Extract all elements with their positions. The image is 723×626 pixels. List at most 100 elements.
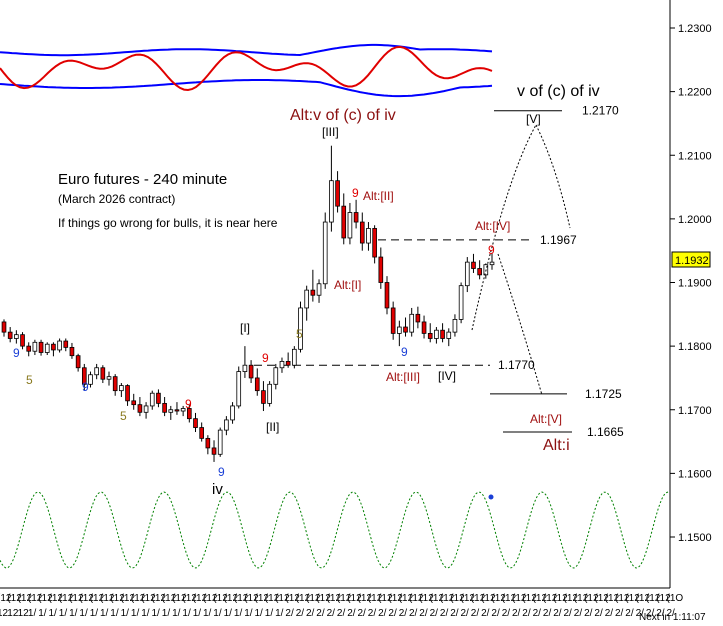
candle: [137, 397, 143, 417]
x-tick-label: (12: [419, 593, 434, 604]
x-tick-label: (12: [49, 593, 64, 604]
x-tick-label: (12: [584, 593, 599, 604]
projection-paths: [471, 124, 571, 396]
candle-body: [242, 364, 248, 372]
x-tick-label: (12: [110, 593, 125, 604]
count-label-blue: 9: [218, 465, 225, 479]
candle: [187, 404, 192, 423]
x-tick-label: (12: [296, 593, 311, 604]
candle: [88, 371, 93, 388]
candle: [397, 320, 402, 347]
candle-body: [131, 400, 137, 406]
x-tick-label: 12: [0, 608, 9, 619]
candle-body: [471, 261, 476, 269]
candle: [254, 368, 260, 396]
price-level-label: 1.2170: [582, 104, 619, 118]
candle-body: [69, 346, 75, 357]
candle-body: [285, 360, 291, 366]
count-label-blue: 9: [13, 346, 20, 360]
price-level-label: 1.1725: [585, 387, 622, 401]
x-tick-label: (12: [255, 593, 270, 604]
x-tick-label: 2/: [512, 608, 521, 619]
candle-body: [316, 283, 322, 296]
x-tick-label: 1/: [90, 608, 99, 619]
wave-label-iv-small: iv: [212, 481, 223, 498]
candle-body: [100, 367, 106, 380]
candle: [112, 374, 118, 396]
x-tick-label: 1/: [141, 608, 150, 619]
candle-body: [421, 321, 427, 334]
x-tick-label: 2/: [656, 608, 665, 619]
count-label-olive: 5: [26, 373, 33, 387]
x-tick-label: (12: [141, 593, 156, 604]
x-tick-label: (12: [28, 593, 43, 604]
x-tick-label: (12: [491, 593, 506, 604]
x-tick-label: 1/: [110, 608, 119, 619]
x-axis: (1212(1212(1212(121/(121/(121/(121/(121/…: [0, 593, 683, 619]
x-tick-label: 2/: [605, 608, 614, 619]
x-tick-label: 2/: [316, 608, 325, 619]
x-tick-label: (12: [121, 593, 136, 604]
x-tick-label: (12: [594, 593, 609, 604]
current-price-box: [671, 251, 711, 268]
candle-body: [248, 364, 254, 379]
x-tick-label: 1/: [172, 608, 181, 619]
candle-body: [397, 326, 402, 334]
candle-body: [427, 332, 433, 339]
candle-body: [366, 228, 371, 244]
x-tick-label: 12: [7, 608, 19, 619]
x-tick-label: (12: [100, 593, 115, 604]
candle: [14, 330, 19, 344]
candle: [384, 276, 390, 315]
candle-body: [224, 419, 229, 431]
x-tick-label: (12: [224, 593, 239, 604]
candle-body: [51, 343, 56, 351]
candle: [1, 319, 7, 337]
x-tick-label: 2/: [636, 608, 645, 619]
candle: [335, 171, 340, 213]
candles: [1, 145, 495, 462]
x-tick-label: (12: [69, 593, 84, 604]
candle-body: [390, 307, 396, 334]
candle: [458, 282, 464, 324]
x-tick-label: 1/: [38, 608, 47, 619]
x-tick-label: (12: [90, 593, 105, 604]
x-tick-label: (12: [285, 593, 300, 604]
candle-body: [44, 343, 50, 353]
x-tick-label: 1/: [224, 608, 233, 619]
x-tick-label: 2/: [533, 608, 542, 619]
candle-body: [434, 329, 439, 339]
x-tick-label: 2/: [409, 608, 418, 619]
x-tick-label: 2/: [471, 608, 480, 619]
candle-body: [180, 408, 186, 412]
candle: [446, 328, 452, 347]
x-tick-label: 2/: [461, 608, 470, 619]
x-tick-label: (12: [574, 593, 589, 604]
x-tick-label: (12: [265, 593, 280, 604]
candle-body: [458, 285, 464, 320]
candle: [44, 342, 50, 356]
candle-body: [193, 418, 198, 428]
candle: [409, 307, 415, 337]
candle: [168, 405, 174, 420]
candle-body: [341, 205, 347, 239]
x-tick-label: 2/: [419, 608, 428, 619]
candle: [32, 339, 38, 356]
candle: [26, 342, 32, 357]
x-tick-label: (12: [347, 593, 362, 604]
candle: [100, 365, 106, 384]
x-tick-label: 2/: [553, 608, 562, 619]
count-label-blue: 9: [82, 380, 89, 394]
candle: [434, 327, 439, 344]
candle-body: [75, 355, 81, 369]
candle-body: [329, 180, 334, 223]
candle-body: [112, 376, 118, 392]
price-level-label: 1.1665: [587, 425, 624, 439]
oscillator-panel: [0, 43, 493, 98]
candle-body: [119, 385, 124, 392]
x-tick-label: 2/: [564, 608, 573, 619]
candle-body: [88, 374, 93, 385]
candle: [316, 279, 322, 303]
x-tick-label: (12: [512, 593, 527, 604]
